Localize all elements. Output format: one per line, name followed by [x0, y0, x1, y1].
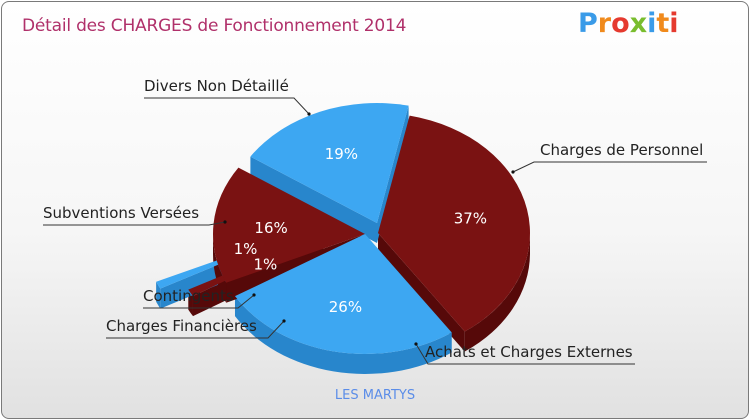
pie-slice-charges-de-personnel[interactable] — [378, 115, 530, 332]
leader-dot-contingents — [252, 293, 256, 297]
proxiti-logo[interactable]: Proxiti — [578, 8, 679, 39]
logo-letter: i — [669, 8, 679, 39]
leader-dot-charges-de-personnel — [511, 170, 515, 174]
pie-slice-side-subventions-versees — [213, 234, 227, 303]
pct-label-charges-de-personnel: 37% — [454, 209, 487, 227]
leader-line-charges-financieres — [106, 320, 285, 339]
pct-label-divers-non-detaille: 19% — [325, 145, 358, 163]
category-label-charges-financieres: Charges Financières — [106, 317, 257, 335]
pct-label-charges-financieres: 1% — [253, 256, 277, 274]
logo-letter: i — [647, 8, 657, 39]
pie-slice-side-contingents — [156, 281, 161, 309]
category-label-achats-et-charges-externes: Achats et Charges Externes — [425, 343, 633, 361]
category-label-divers-non-detaille: Divers Non Détaillé — [144, 77, 289, 95]
leader-line-achats-et-charges-externes — [415, 343, 635, 365]
category-label-contingents: Contingents — [143, 287, 234, 305]
pie-slice-divers-non-detaille[interactable] — [250, 103, 409, 223]
category-label-subventions-versees: Subventions Versées — [43, 204, 199, 222]
pie-slice-wall-divers-non-detaille — [250, 156, 377, 243]
pie-slice-subventions-versees[interactable] — [213, 167, 365, 283]
logo-letter: P — [578, 8, 598, 39]
leader-dot-charges-financieres — [282, 319, 286, 323]
leader-dot-subventions-versees — [223, 220, 227, 224]
chart-subtitle: LES MARTYS — [334, 388, 416, 403]
pct-label-contingents: 1% — [234, 240, 258, 258]
pct-label-achats-et-charges-externes: 26% — [329, 298, 362, 316]
leader-dot-divers-non-detaille — [307, 112, 311, 116]
logo-letter: t — [656, 8, 670, 39]
leader-line-subventions-versees — [43, 221, 226, 226]
logo-letter: o — [611, 8, 630, 39]
chart-title: Détail des CHARGES de Fonctionnement 201… — [22, 16, 407, 36]
logo-letter: x — [629, 8, 648, 39]
pie-slice-wall-charges-de-personnel — [378, 233, 465, 352]
pie-slice-achats-et-charges-externes[interactable] — [234, 234, 452, 354]
logo-letter: r — [597, 8, 612, 39]
pie-slice-side-achats-et-charges-externes — [234, 296, 452, 374]
leader-line-charges-de-personnel — [512, 161, 707, 173]
leader-line-divers-non-detaille — [144, 97, 310, 115]
pct-label-subventions-versees: 16% — [254, 219, 287, 237]
leader-line-contingents — [143, 294, 255, 309]
leader-dot-achats-et-charges-externes — [414, 342, 418, 346]
category-label-charges-de-personnel: Charges de Personnel — [540, 141, 703, 159]
pie-slice-side-charges-de-personnel — [464, 233, 530, 352]
